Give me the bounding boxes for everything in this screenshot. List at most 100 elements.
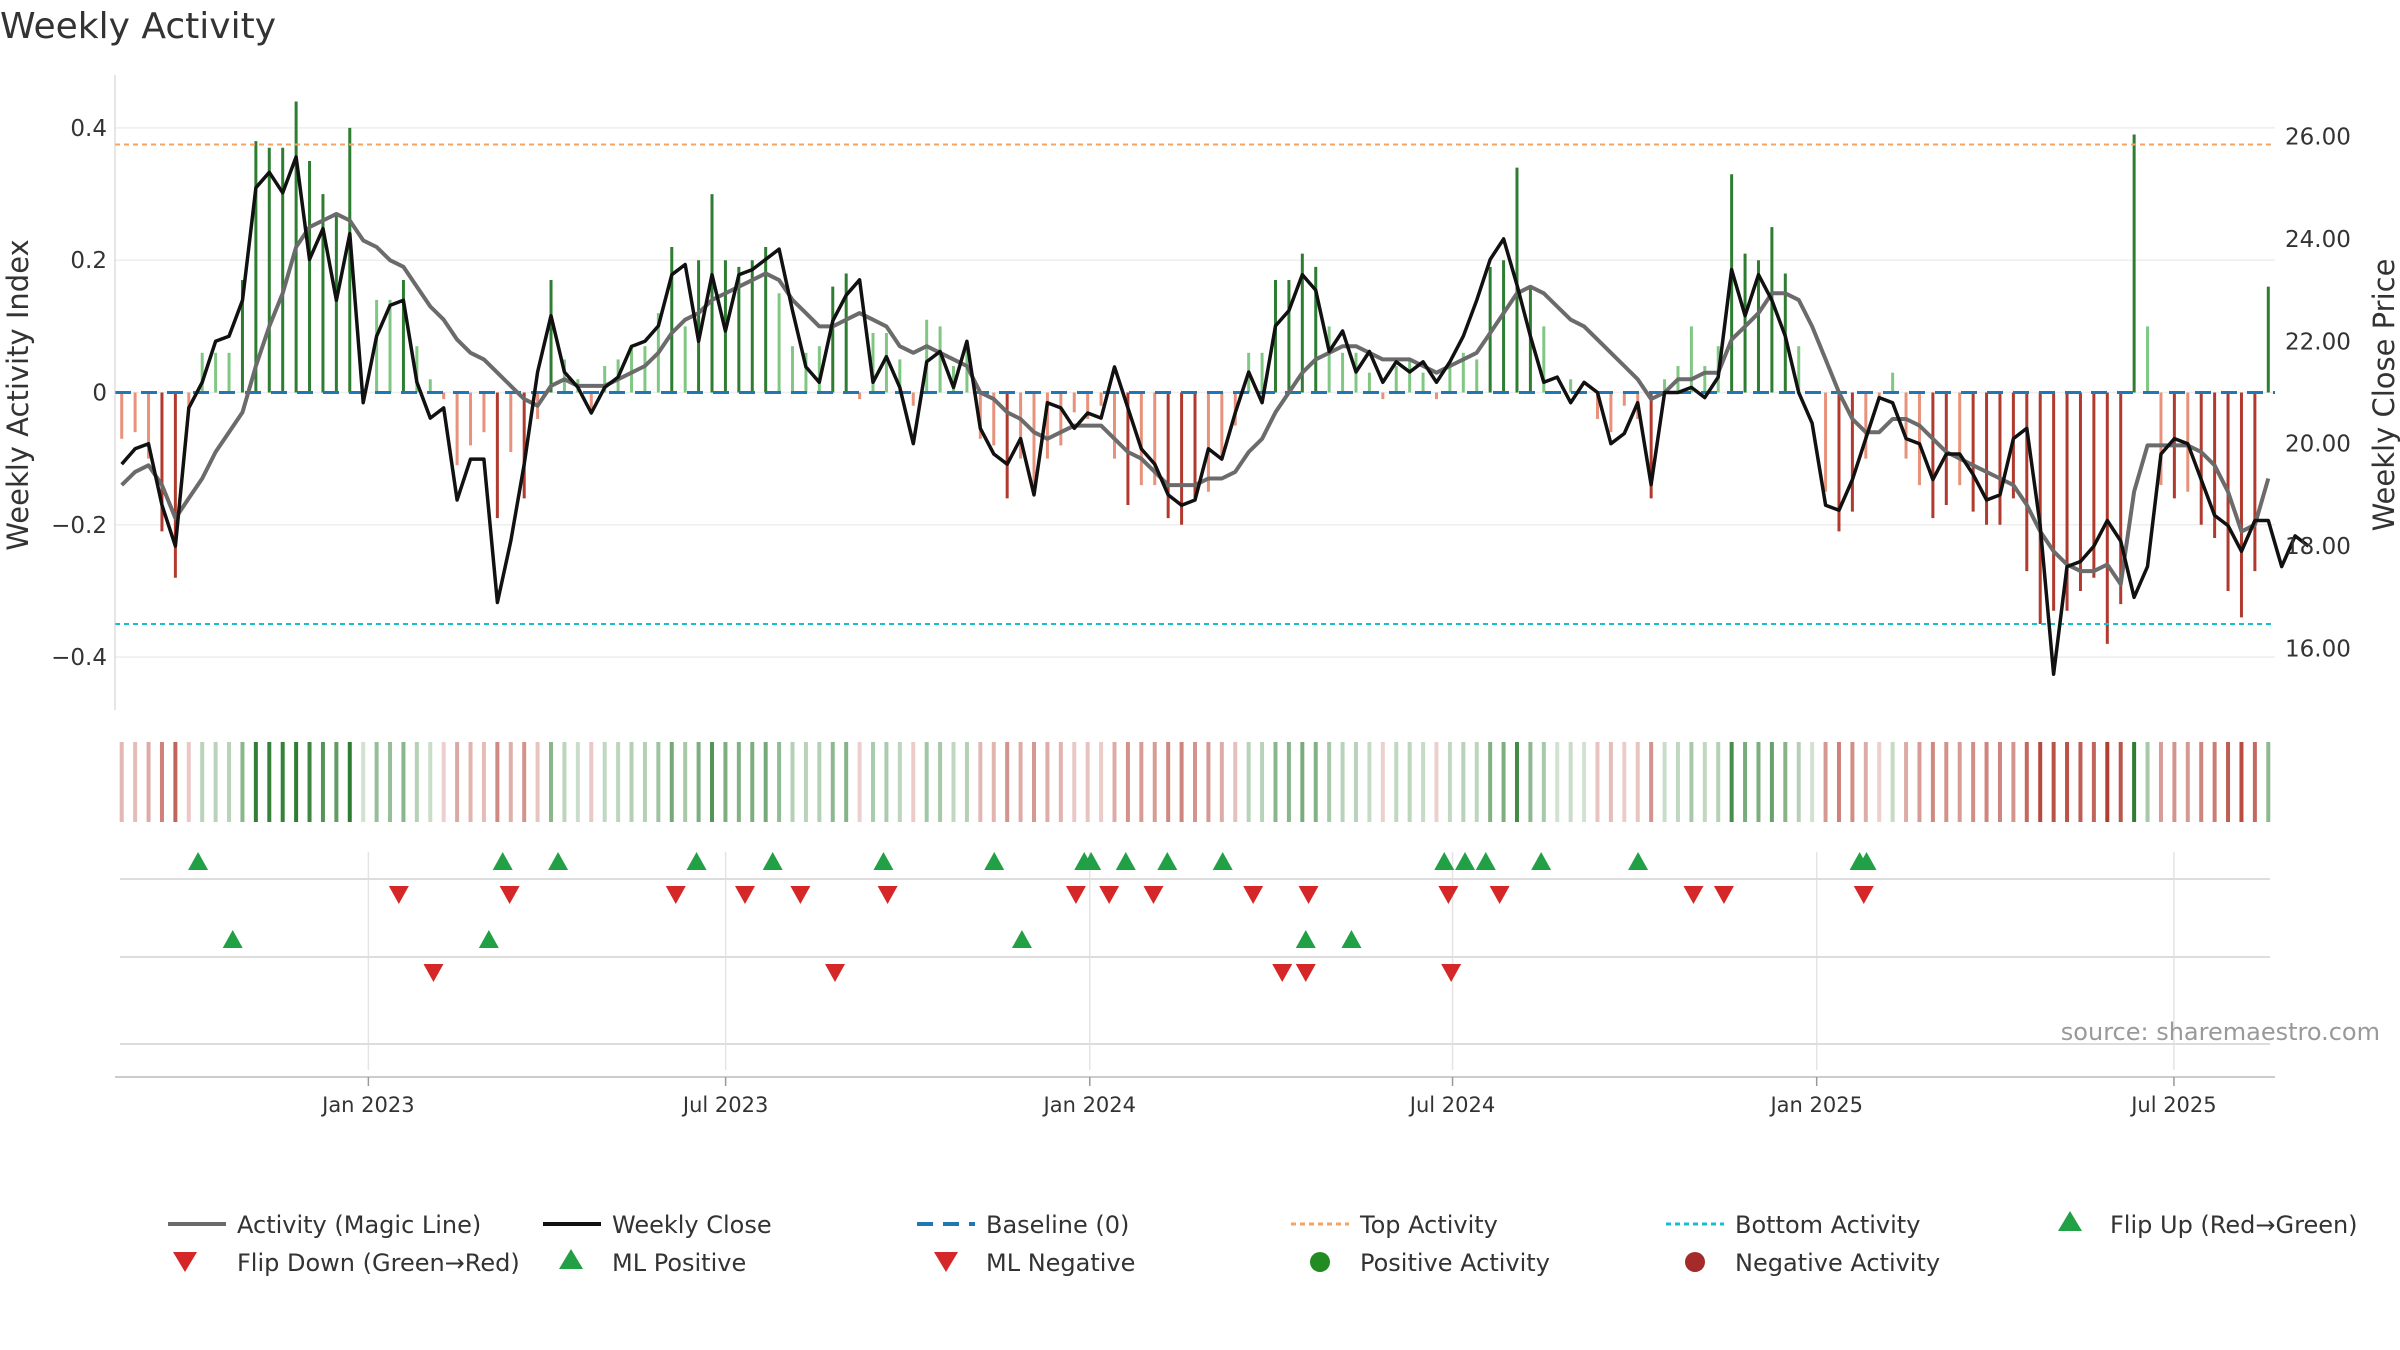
- flip-up-marker: [1628, 852, 1649, 870]
- legend-item-flip-down: Flip Down (Green→Red): [173, 1249, 520, 1277]
- ml-positive-marker: [222, 930, 243, 948]
- y-tick-label: 0: [92, 381, 107, 407]
- flip-up-marker: [1856, 852, 1877, 870]
- x-axis-ticks: Jan 2023 Jul 2023 Jan 2024 Jul 2024 Jan 2025…: [320, 1077, 2217, 1117]
- flip-up-marker: [762, 852, 783, 870]
- flip-down-marker: [1853, 886, 1874, 904]
- legend-label-magic-line: Activity (Magic Line): [237, 1211, 481, 1239]
- left-axis-ticks: 0.4 0.2 0 −0.2 −0.4: [51, 116, 107, 671]
- flip-up-marker: [1475, 852, 1496, 870]
- flip-up-marker: [1212, 852, 1233, 870]
- magic-line-series: [120, 211, 2271, 587]
- legend-swatch-positive-activity: [1310, 1252, 1330, 1272]
- legend-swatch-ml-positive: [559, 1249, 583, 1269]
- legend-label-flip-up: Flip Up (Red→Green): [2110, 1211, 2358, 1239]
- legend-label-positive-activity: Positive Activity: [1360, 1249, 1550, 1277]
- flip-up-marker: [686, 852, 707, 870]
- x-tick-label: Jul 2024: [1408, 1093, 1495, 1117]
- legend-swatch-flip-down: [173, 1252, 197, 1272]
- flip-down-marker: [1143, 886, 1164, 904]
- flip-up-marker: [188, 852, 209, 870]
- flip-up-marker: [873, 852, 894, 870]
- legend-label-top: Top Activity: [1359, 1211, 1498, 1239]
- y2-axis-label: Weekly Close Price: [2367, 259, 2400, 532]
- flip-down-marker: [877, 886, 898, 904]
- signal-markers: [188, 852, 1877, 982]
- legend-item-positive-activity: Positive Activity: [1310, 1249, 1550, 1277]
- flip-down-marker: [1065, 886, 1086, 904]
- legend: Activity (Magic Line) Weekly Close Basel…: [168, 1211, 2358, 1277]
- y2-tick-label: 16.00: [2285, 637, 2351, 663]
- legend-swatch-flip-up: [2058, 1211, 2082, 1231]
- legend-item-top: Top Activity: [1291, 1211, 1498, 1239]
- flip-down-marker: [1489, 886, 1510, 904]
- legend-label-flip-down: Flip Down (Green→Red): [237, 1249, 520, 1277]
- flip-down-marker: [1438, 886, 1459, 904]
- flip-up-marker: [1434, 852, 1455, 870]
- signal-panels: Jan 2023 Jul 2023 Jan 2024 Jul 2024 Jan 2025…: [115, 852, 2380, 1117]
- x-tick-label: Jan 2023: [320, 1093, 415, 1117]
- legend-label-ml-positive: ML Positive: [612, 1249, 746, 1277]
- flip-up-marker: [1081, 852, 1102, 870]
- legend-item-flip-up: Flip Up (Red→Green): [2058, 1211, 2358, 1239]
- legend-label-close: Weekly Close: [612, 1211, 772, 1239]
- x-tick-label: Jul 2025: [2129, 1093, 2216, 1117]
- main-plot: 0.4 0.2 0 −0.2 −0.4 26.00 24.00 22.00 20.00 18.0…: [1, 75, 2400, 710]
- flip-down-marker: [1713, 886, 1734, 904]
- flip-down-marker: [1099, 886, 1120, 904]
- legend-item-bottom: Bottom Activity: [1666, 1211, 1920, 1239]
- legend-label-ml-negative: ML Negative: [986, 1249, 1135, 1277]
- activity-heat-strip: [119, 742, 2271, 822]
- flip-down-marker: [499, 886, 520, 904]
- flip-down-marker: [1683, 886, 1704, 904]
- x-tick-label: Jan 2025: [1768, 1093, 1863, 1117]
- y-axis-label: Weekly Activity Index: [1, 239, 35, 550]
- ml-negative-marker: [1441, 964, 1462, 982]
- y2-tick-label: 24.00: [2285, 227, 2351, 253]
- flip-up-marker: [984, 852, 1005, 870]
- ml-negative-marker: [1295, 964, 1316, 982]
- flip-up-marker: [1455, 852, 1475, 870]
- legend-item-close: Weekly Close: [543, 1211, 772, 1239]
- weekly-close-series: [120, 155, 2310, 676]
- ml-positive-marker: [1295, 930, 1316, 948]
- y2-tick-label: 18.00: [2285, 534, 2351, 560]
- legend-item-magic-line: Activity (Magic Line): [168, 1211, 481, 1239]
- vertical-gridlines: [367, 852, 2175, 1070]
- ml-negative-marker: [423, 964, 444, 982]
- y-tick-label: 0.4: [70, 116, 107, 142]
- legend-item-baseline: Baseline (0): [917, 1211, 1129, 1239]
- y2-tick-label: 22.00: [2285, 329, 2351, 355]
- y-tick-label: −0.2: [51, 513, 107, 539]
- legend-item-ml-negative: ML Negative: [934, 1249, 1135, 1277]
- right-axis-ticks: 26.00 24.00 22.00 20.00 18.00 16.00: [2285, 124, 2351, 662]
- legend-label-negative-activity: Negative Activity: [1735, 1249, 1940, 1277]
- source-note: source: sharemaestro.com: [2061, 1018, 2380, 1046]
- chart-title: Weekly Activity: [0, 6, 276, 47]
- flip-up-marker: [492, 852, 513, 870]
- flip-up-marker: [1115, 852, 1136, 870]
- flip-up-marker: [1157, 852, 1178, 870]
- x-tick-label: Jul 2023: [681, 1093, 768, 1117]
- flip-down-marker: [1298, 886, 1319, 904]
- flip-down-marker: [388, 886, 409, 904]
- y-tick-label: 0.2: [70, 248, 107, 274]
- ml-positive-marker: [478, 930, 499, 948]
- legend-label-baseline: Baseline (0): [986, 1211, 1129, 1239]
- ml-negative-marker: [825, 964, 845, 982]
- y2-tick-label: 26.00: [2285, 124, 2351, 150]
- ml-positive-marker: [1011, 930, 1032, 948]
- x-tick-label: Jan 2024: [1042, 1093, 1137, 1117]
- flip-up-marker: [548, 852, 569, 870]
- flip-down-marker: [665, 886, 686, 904]
- ml-positive-marker: [1341, 930, 1362, 948]
- y-tick-label: −0.4: [51, 645, 107, 671]
- legend-item-ml-positive: ML Positive: [559, 1249, 746, 1277]
- legend-label-bottom: Bottom Activity: [1735, 1211, 1920, 1239]
- flip-down-marker: [1243, 886, 1264, 904]
- legend-swatch-ml-negative: [934, 1252, 958, 1272]
- flip-down-marker: [735, 886, 755, 904]
- legend-item-negative-activity: Negative Activity: [1685, 1249, 1940, 1277]
- flip-up-marker: [1531, 852, 1552, 870]
